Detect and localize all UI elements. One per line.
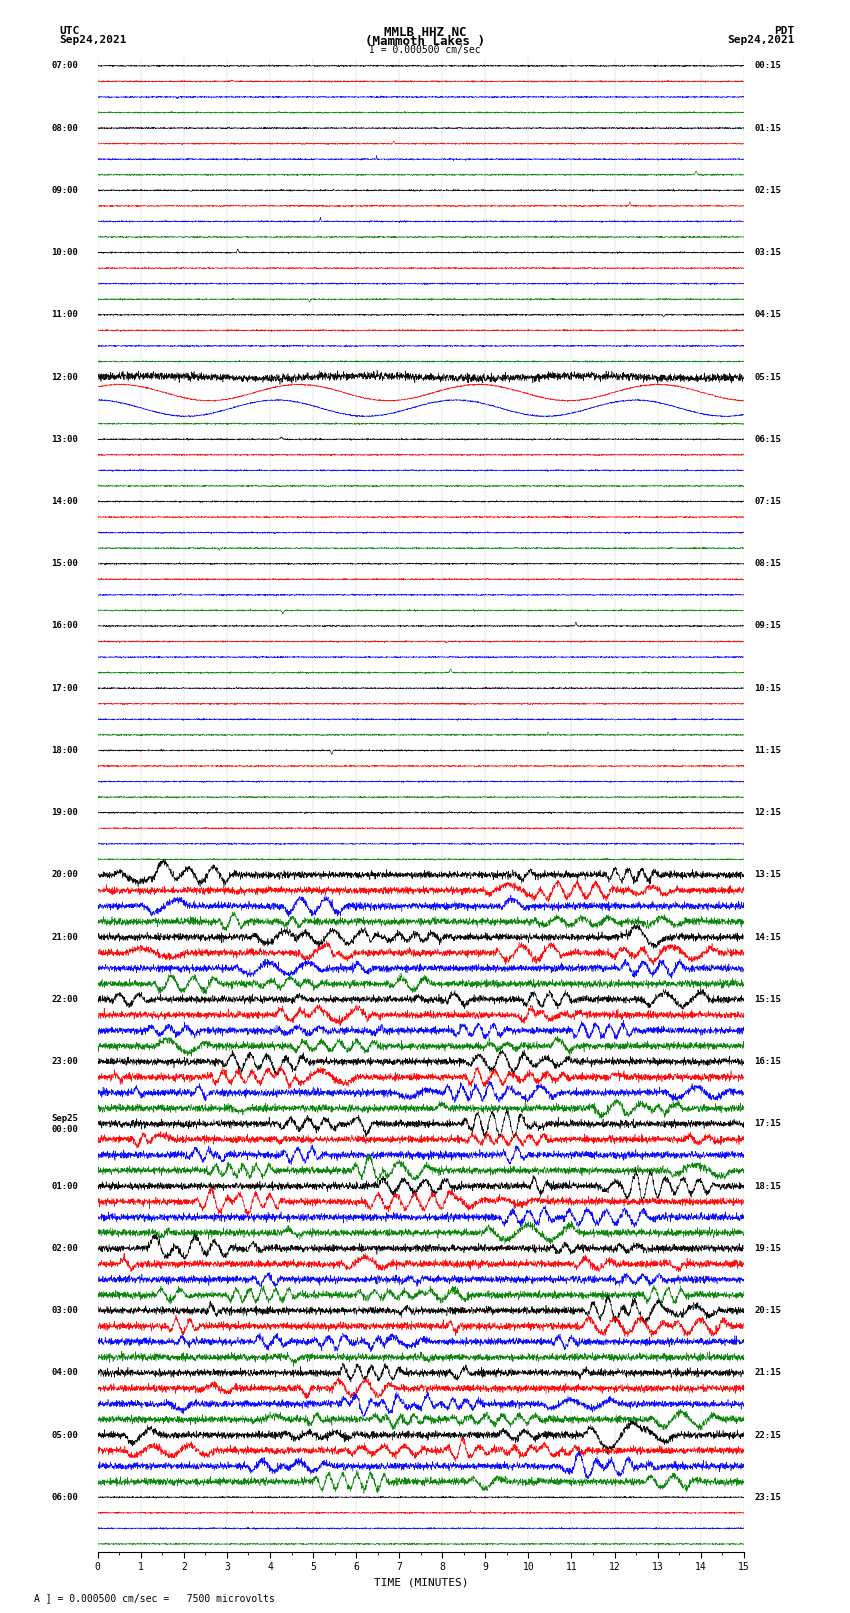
- Text: 10:15: 10:15: [755, 684, 781, 692]
- Text: 15:00: 15:00: [52, 560, 78, 568]
- Text: 03:15: 03:15: [755, 248, 781, 256]
- X-axis label: TIME (MINUTES): TIME (MINUTES): [373, 1578, 468, 1587]
- Text: 19:00: 19:00: [52, 808, 78, 818]
- Text: 01:00: 01:00: [52, 1182, 78, 1190]
- Text: 04:15: 04:15: [755, 310, 781, 319]
- Text: 01:15: 01:15: [755, 124, 781, 132]
- Text: 05:15: 05:15: [755, 373, 781, 382]
- Text: Sep25
00:00: Sep25 00:00: [52, 1115, 78, 1134]
- Text: Sep24,2021: Sep24,2021: [728, 35, 795, 45]
- Text: 17:15: 17:15: [755, 1119, 781, 1129]
- Text: 07:00: 07:00: [52, 61, 78, 71]
- Text: 00:15: 00:15: [755, 61, 781, 71]
- Text: 03:00: 03:00: [52, 1307, 78, 1315]
- Text: 02:00: 02:00: [52, 1244, 78, 1253]
- Text: 11:15: 11:15: [755, 745, 781, 755]
- Text: 18:00: 18:00: [52, 745, 78, 755]
- Text: 23:00: 23:00: [52, 1057, 78, 1066]
- Text: 20:15: 20:15: [755, 1307, 781, 1315]
- Text: PDT: PDT: [774, 26, 795, 35]
- Text: 05:00: 05:00: [52, 1431, 78, 1439]
- Text: 02:15: 02:15: [755, 185, 781, 195]
- Text: 06:15: 06:15: [755, 436, 781, 444]
- Text: 07:15: 07:15: [755, 497, 781, 506]
- Text: 22:15: 22:15: [755, 1431, 781, 1439]
- Text: 19:15: 19:15: [755, 1244, 781, 1253]
- Text: 23:15: 23:15: [755, 1492, 781, 1502]
- Text: (Mammoth Lakes ): (Mammoth Lakes ): [365, 35, 485, 48]
- Text: 16:15: 16:15: [755, 1057, 781, 1066]
- Text: 12:00: 12:00: [52, 373, 78, 382]
- Text: 16:00: 16:00: [52, 621, 78, 631]
- Text: 06:00: 06:00: [52, 1492, 78, 1502]
- Text: 13:15: 13:15: [755, 871, 781, 879]
- Text: 08:15: 08:15: [755, 560, 781, 568]
- Text: Sep24,2021: Sep24,2021: [60, 35, 127, 45]
- Text: 20:00: 20:00: [52, 871, 78, 879]
- Text: UTC: UTC: [60, 26, 80, 35]
- Text: 09:15: 09:15: [755, 621, 781, 631]
- Text: 04:00: 04:00: [52, 1368, 78, 1378]
- Text: 21:00: 21:00: [52, 932, 78, 942]
- Text: 21:15: 21:15: [755, 1368, 781, 1378]
- Text: 22:00: 22:00: [52, 995, 78, 1003]
- Text: 17:00: 17:00: [52, 684, 78, 692]
- Text: 13:00: 13:00: [52, 436, 78, 444]
- Text: 14:15: 14:15: [755, 932, 781, 942]
- Text: I = 0.000500 cm/sec: I = 0.000500 cm/sec: [369, 45, 481, 55]
- Text: 09:00: 09:00: [52, 185, 78, 195]
- Text: 11:00: 11:00: [52, 310, 78, 319]
- Text: 10:00: 10:00: [52, 248, 78, 256]
- Text: 14:00: 14:00: [52, 497, 78, 506]
- Text: 12:15: 12:15: [755, 808, 781, 818]
- Text: A ] = 0.000500 cm/sec =   7500 microvolts: A ] = 0.000500 cm/sec = 7500 microvolts: [34, 1594, 275, 1603]
- Text: 18:15: 18:15: [755, 1182, 781, 1190]
- Text: 15:15: 15:15: [755, 995, 781, 1003]
- Text: MMLB HHZ NC: MMLB HHZ NC: [383, 26, 467, 39]
- Text: 08:00: 08:00: [52, 124, 78, 132]
